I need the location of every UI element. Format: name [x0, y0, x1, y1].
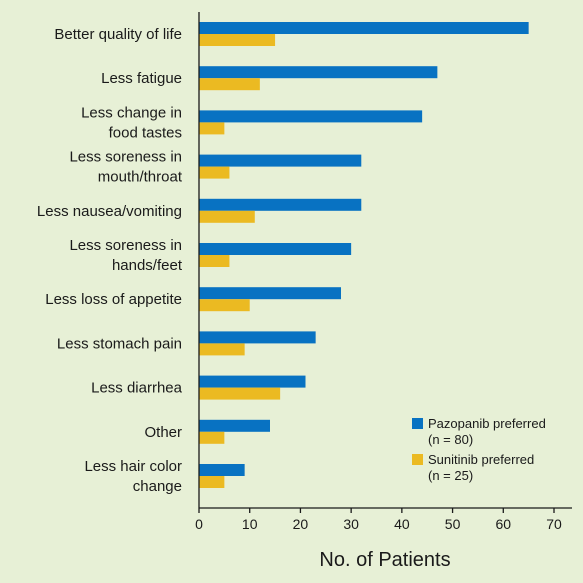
x-tick-label-60: 60: [495, 516, 511, 532]
bar-sunitinib-5: [199, 255, 230, 267]
bar-pazopanib-10: [199, 464, 245, 476]
bar-pazopanib-5: [199, 243, 352, 255]
bar-pazopanib-2: [199, 110, 423, 123]
bar-pazopanib-1: [199, 66, 438, 79]
legend-swatch-sunitinib: [412, 454, 423, 465]
x-tick-label-0: 0: [195, 516, 203, 532]
category-label-7: Less stomach pain: [57, 335, 182, 352]
legend: Pazopanib preferred(n = 80) Sunitinib pre…: [412, 416, 546, 483]
bar-sunitinib-1: [199, 78, 260, 91]
category-label-0: Better quality of life: [54, 26, 182, 43]
category-label-5-line-1: hands/feet: [112, 257, 183, 274]
bar-pazopanib-4: [199, 198, 362, 211]
category-label-4: Less nausea/vomiting: [37, 203, 182, 220]
x-tick-label-50: 50: [445, 516, 461, 532]
x-tick-label-20: 20: [293, 516, 309, 532]
bar-sunitinib-0: [199, 34, 276, 46]
legend-swatch-pazopanib: [412, 418, 423, 429]
x-axis-ticks: 0 10 20 30 40 50 60 70: [195, 508, 562, 532]
x-tick-label-40: 40: [394, 516, 410, 532]
bar-sunitinib-8: [199, 387, 281, 400]
bar-sunitinib-4: [199, 210, 255, 223]
category-label-2-line-1: food tastes: [109, 124, 182, 141]
category-label-10-line-1: change: [133, 478, 182, 495]
bar-pazopanib-7: [199, 331, 316, 344]
legend-count-sunitinib: (n = 25): [428, 468, 473, 483]
bar-sunitinib-7: [199, 343, 245, 356]
bar-sunitinib-10: [199, 476, 225, 488]
legend-label-sunitinib: Sunitinib preferred: [428, 452, 534, 467]
category-label-9: Other: [144, 424, 182, 441]
x-tick-label-10: 10: [242, 516, 258, 532]
x-tick-label-30: 30: [343, 516, 359, 532]
bar-sunitinib-3: [199, 166, 230, 179]
legend-label-pazopanib: Pazopanib preferred: [428, 416, 546, 431]
x-axis-title: No. of Patients: [319, 549, 450, 571]
bar-pazopanib-9: [199, 419, 270, 432]
bar-pazopanib-3: [199, 154, 362, 167]
category-label-6: Less loss of appetite: [45, 291, 182, 308]
bar-pazopanib-6: [199, 287, 341, 300]
category-label-3-line-0: Less soreness in: [69, 149, 182, 166]
bar-sunitinib-2: [199, 122, 225, 135]
legend-count-pazopanib: (n = 80): [428, 432, 473, 447]
bar-pazopanib-8: [199, 375, 306, 388]
bars-group: [199, 22, 529, 488]
bar-pazopanib-0: [199, 22, 529, 34]
category-label-1: Less fatigue: [101, 70, 182, 87]
x-tick-label-70: 70: [546, 516, 562, 532]
category-label-8: Less diarrhea: [91, 380, 183, 397]
bar-sunitinib-9: [199, 431, 225, 444]
category-labels: Better quality of life Less fatigue Less c…: [37, 26, 183, 495]
category-label-2-line-0: Less change in: [81, 104, 182, 121]
bar-sunitinib-6: [199, 299, 250, 312]
category-label-5-line-0: Less soreness in: [69, 237, 182, 254]
category-label-10-line-0: Less hair color: [84, 458, 182, 475]
category-label-3-line-1: mouth/throat: [98, 169, 183, 186]
